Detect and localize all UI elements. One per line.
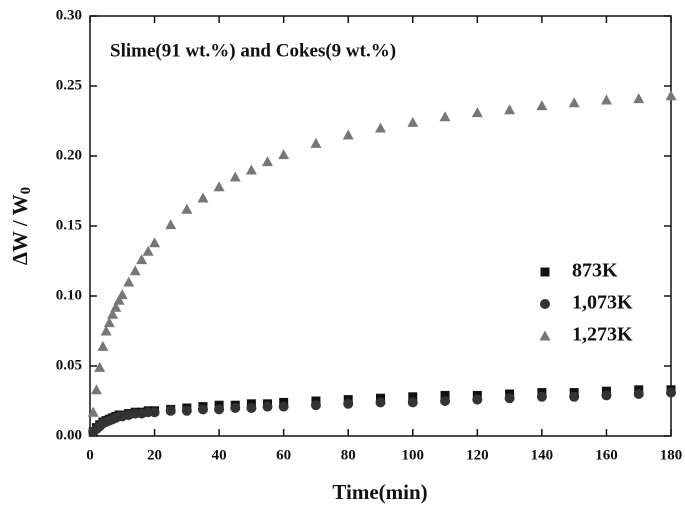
x-tick-label: 40 [212,447,227,463]
circle-marker [504,393,515,404]
legend-marker [540,267,550,277]
triangle-marker [110,301,122,312]
circle-marker [262,401,273,412]
circle-marker [536,391,547,402]
triangle-marker [197,192,209,203]
triangle-marker [342,129,354,140]
triangle-marker [536,100,548,111]
triangle-marker [100,325,112,336]
circle-marker [230,403,241,413]
circle-marker [181,405,192,416]
circle-marker [407,397,418,408]
triangle-marker [504,104,516,115]
circle-marker [472,394,483,405]
triangle-marker [107,308,119,319]
triangle-marker [97,340,109,351]
x-tick-label: 60 [276,447,291,463]
x-tick-label: 100 [402,447,425,463]
triangle-marker [439,111,451,122]
circle-marker [214,404,225,415]
y-axis-label-sub: 0 [18,187,34,195]
triangle-marker [165,219,177,230]
square-marker [440,390,450,400]
triangle-marker [407,116,419,127]
triangle-marker [633,93,645,104]
y-axis-label: ΔW / W0 [8,187,35,265]
circle-marker [246,403,257,413]
plot-frame [89,15,672,437]
y-axis-label-main: ΔW / W [8,194,32,265]
x-tick-label: 0 [86,447,94,463]
circle-marker [569,391,580,402]
triangle-marker [568,97,580,108]
triangle-marker [665,90,677,101]
y-tick-label: 0.10 [56,287,82,303]
triangle-marker [129,265,141,276]
x-axis-label: Time(min) [332,480,427,504]
triangle-marker [113,294,125,305]
circle-marker [278,401,289,412]
legend-label: 1,273K [572,324,633,346]
triangle-marker [94,361,106,372]
triangle-marker [310,137,322,148]
circle-marker [197,404,208,415]
legend-marker [539,330,551,341]
circle-marker [149,407,160,418]
x-tick-label: 80 [341,447,356,463]
y-tick-label: 0.15 [56,217,82,233]
annotation: Slime(91 wt.%) and Cokes(9 wt.%) [110,40,396,61]
triangle-marker [375,122,386,133]
circle-marker [633,389,644,399]
legend-label: 873K [572,260,618,282]
triangle-marker [213,181,225,192]
legend-marker [540,299,550,309]
circle-marker [310,400,321,411]
y-tick-label: 0.25 [56,77,82,93]
triangle-marker [229,171,241,182]
x-tick-label: 20 [147,447,162,463]
triangle-marker [245,164,257,175]
triangle-marker [471,107,483,118]
triangle-marker [181,203,193,214]
x-tick-label: 120 [466,447,489,463]
triangle-marker [123,276,135,287]
triangle-marker [116,289,128,300]
y-tick-label: 0.05 [56,357,82,373]
circle-marker [666,387,676,398]
y-tick-label: 0.00 [56,427,82,443]
circle-marker [343,398,354,409]
circle-marker [375,397,386,408]
x-tick-label: 180 [660,447,683,463]
triangle-marker [149,237,161,248]
x-tick-label: 160 [595,447,618,463]
x-tick-label: 140 [531,447,554,463]
circle-marker [440,396,451,406]
triangle-marker [90,384,102,395]
square-marker [408,392,418,402]
y-tick-label: 0.20 [56,147,82,163]
triangle-marker [142,245,154,256]
legend-label: 1,073K [572,292,633,314]
triangle-marker [103,317,115,328]
circle-marker [601,390,612,401]
circle-marker [165,405,176,416]
triangle-marker [600,94,612,105]
triangle-marker [262,156,274,167]
triangle-marker [87,406,99,417]
y-tick-label: 0.30 [56,7,82,23]
triangle-marker [278,149,290,160]
triangle-marker [136,254,148,265]
